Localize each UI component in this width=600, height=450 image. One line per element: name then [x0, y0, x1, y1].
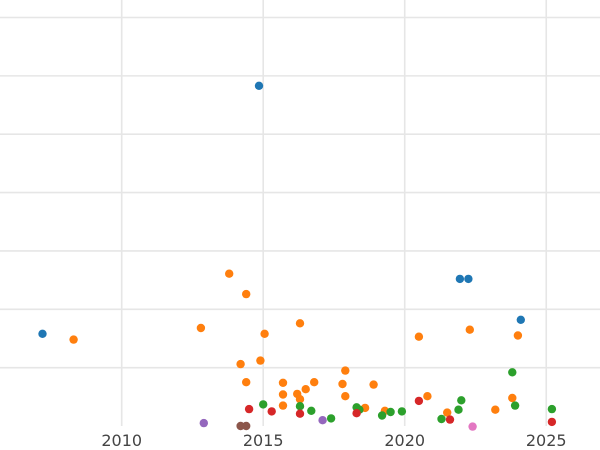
data-point [38, 329, 47, 338]
series-5 [236, 421, 251, 431]
data-point [508, 393, 517, 403]
data-point [295, 319, 305, 328]
data-point [295, 395, 305, 404]
data-point [341, 366, 350, 375]
data-points [38, 81, 557, 431]
data-point [301, 385, 310, 394]
data-point [464, 274, 473, 284]
data-point [225, 269, 234, 278]
data-point [236, 359, 245, 369]
series-0 [38, 81, 525, 338]
data-point [437, 414, 446, 424]
data-point [423, 392, 432, 401]
series-4 [199, 416, 327, 428]
data-point [465, 325, 474, 334]
data-point [547, 417, 557, 427]
data-point [445, 415, 455, 424]
data-point [259, 400, 268, 409]
data-point [455, 274, 465, 284]
data-point [242, 289, 251, 299]
data-point [326, 414, 336, 423]
grid [0, 0, 600, 426]
data-point [310, 378, 319, 387]
data-point [278, 401, 288, 410]
data-point [260, 329, 269, 338]
x-axis-tick-labels: 2010 2015 2020 2025 [101, 431, 566, 450]
series-6 [468, 422, 477, 431]
data-point [318, 416, 327, 425]
data-point [510, 401, 520, 410]
data-point [307, 406, 316, 415]
data-point [491, 405, 500, 414]
series-3 [244, 396, 557, 427]
data-point [242, 378, 251, 387]
data-point [338, 379, 347, 389]
data-point [295, 402, 305, 411]
data-point [242, 421, 251, 431]
x-tick-label: 2010 [101, 431, 142, 450]
data-point [508, 368, 517, 377]
data-point [386, 407, 395, 417]
data-point [256, 356, 265, 365]
data-point [414, 332, 424, 341]
data-point [295, 409, 305, 418]
data-point [377, 411, 387, 420]
data-point [443, 408, 452, 417]
data-point [468, 422, 477, 431]
data-point [414, 396, 424, 406]
data-point [267, 407, 276, 416]
data-point [516, 315, 525, 324]
data-point [278, 378, 288, 387]
data-point [457, 396, 466, 405]
data-point [547, 404, 557, 414]
data-point [69, 335, 78, 344]
series-1 [69, 269, 523, 417]
data-point [369, 380, 378, 389]
series-2 [259, 368, 557, 424]
data-point [397, 407, 407, 416]
data-point [196, 323, 206, 333]
data-point [254, 81, 264, 91]
data-point [513, 331, 523, 340]
data-point [278, 390, 288, 399]
x-tick-label: 2025 [526, 431, 567, 450]
x-tick-label: 2015 [243, 431, 284, 450]
data-point [341, 392, 350, 401]
data-point [352, 409, 361, 418]
x-tick-label: 2020 [384, 431, 425, 450]
data-point [199, 418, 208, 428]
data-point [244, 404, 254, 414]
data-point [454, 405, 463, 414]
